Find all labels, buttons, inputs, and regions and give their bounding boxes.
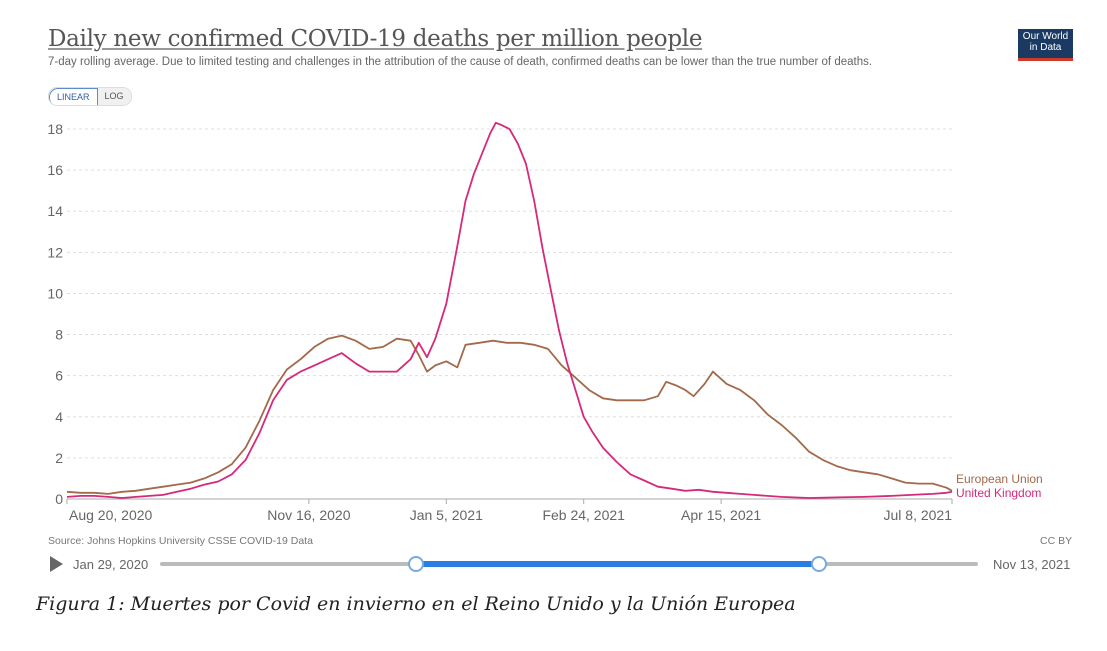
y-tick-label: 0 xyxy=(55,491,63,507)
series-label: United Kingdom xyxy=(956,486,1041,500)
y-tick-label: 12 xyxy=(47,244,63,260)
source-text[interactable]: Source: Johns Hopkins University CSSE CO… xyxy=(48,535,313,547)
timeline-end-date: Nov 13, 2021 xyxy=(993,557,1071,572)
timeline-selected-range[interactable] xyxy=(416,561,820,567)
series-label: European Union xyxy=(956,472,1043,486)
chart-title[interactable]: Daily new confirmed COVID-19 deaths per … xyxy=(48,26,703,52)
license-link[interactable]: CC BY xyxy=(1040,535,1073,547)
owid-logo[interactable]: Our World in Data xyxy=(1018,29,1073,61)
chart-subtitle: 7-day rolling average. Due to limited te… xyxy=(48,56,873,68)
y-tick-label: 16 xyxy=(47,162,63,178)
series-line-united-kingdom xyxy=(66,121,953,499)
play-icon[interactable] xyxy=(50,556,63,572)
timeline-end-handle[interactable] xyxy=(811,556,828,572)
timeline-start-handle[interactable] xyxy=(408,556,425,572)
x-tick-label: Jan 5, 2021 xyxy=(410,507,483,523)
y-tick-label: 2 xyxy=(55,450,63,466)
x-tick-label: Feb 24, 2021 xyxy=(542,507,625,523)
scale-toggle: LINEAR LOG xyxy=(48,87,132,106)
logo-line-2: in Data xyxy=(1029,42,1062,53)
y-tick-label: 18 xyxy=(47,121,63,137)
linear-button[interactable]: LINEAR xyxy=(49,88,98,105)
log-button[interactable]: LOG xyxy=(97,88,131,105)
y-tick-label: 14 xyxy=(47,203,63,219)
y-tick-label: 4 xyxy=(55,409,63,425)
x-tick-label: Nov 16, 2020 xyxy=(267,507,350,523)
logo-line-1: Our World xyxy=(1022,31,1069,42)
y-tick-label: 6 xyxy=(55,368,63,384)
timeline-start-date: Jan 29, 2020 xyxy=(73,557,149,572)
y-tick-label: 10 xyxy=(47,285,63,301)
series-line-european-union xyxy=(66,334,953,495)
x-tick-label: Apr 15, 2021 xyxy=(681,507,761,523)
figure-caption: Figura 1: Muertes por Covid en invierno … xyxy=(36,593,796,615)
x-tick-label: Jul 8, 2021 xyxy=(884,507,953,523)
y-tick-label: 8 xyxy=(55,327,63,343)
x-tick-label: Aug 20, 2020 xyxy=(69,507,153,523)
